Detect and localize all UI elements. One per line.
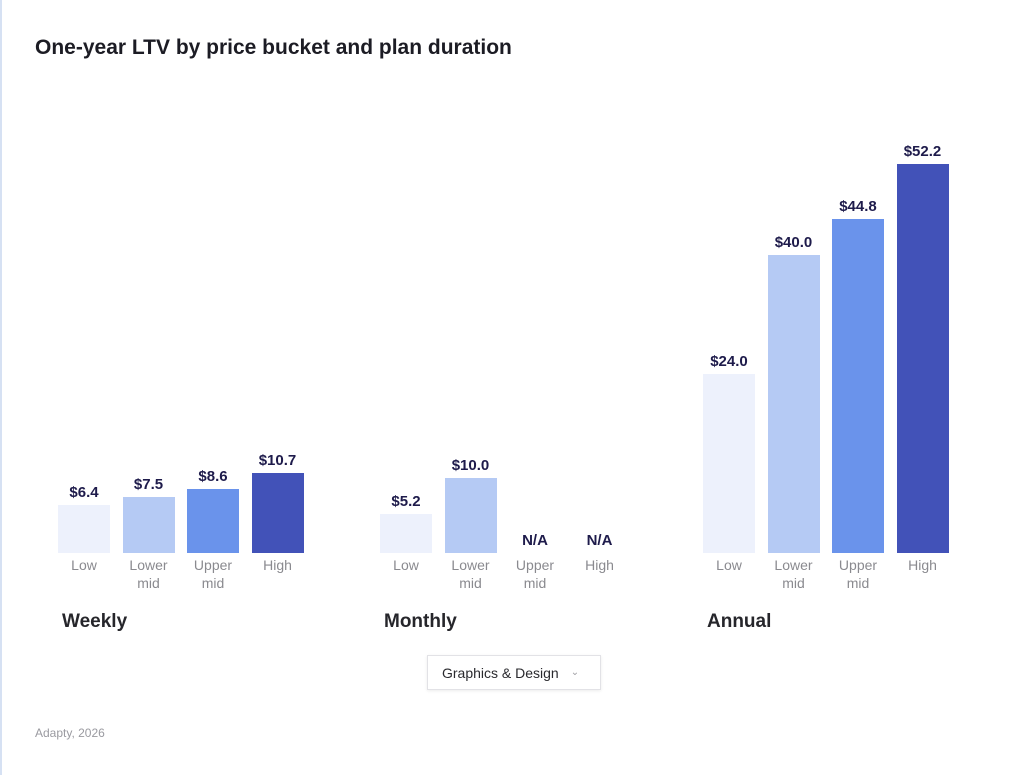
bar-weekly-2 xyxy=(187,488,239,553)
category-label: Lower mid xyxy=(129,557,168,591)
bar-weekly-3 xyxy=(251,473,304,553)
bar-annual-0 xyxy=(703,374,755,553)
category-label: Low xyxy=(393,557,419,573)
chevron-down-icon: ⌄ xyxy=(570,667,580,678)
bar-weekly-0 xyxy=(58,505,110,553)
data-label: N/A xyxy=(586,532,613,549)
category-label: High xyxy=(585,557,614,573)
category-label: Lower mid xyxy=(451,557,490,591)
dropdown-value: Graphics & Design xyxy=(442,664,559,681)
group-label: Annual xyxy=(707,611,772,632)
data-label: $5.2 xyxy=(391,493,421,511)
data-label: $6.4 xyxy=(69,484,99,502)
data-label: $44.8 xyxy=(839,198,877,216)
group-label: Weekly xyxy=(62,611,128,632)
bar-annual-3 xyxy=(896,164,949,553)
category-label: High xyxy=(263,557,292,573)
data-label: $40.0 xyxy=(774,233,813,251)
category-label: Low xyxy=(71,557,97,573)
category-label: Upper mid xyxy=(193,557,233,591)
source-note: Adapty, 2026 xyxy=(35,726,105,740)
group-label: Monthly xyxy=(384,611,457,632)
left-border xyxy=(0,0,2,775)
category-label: Lower mid xyxy=(774,557,813,591)
category-dropdown[interactable]: Graphics & Design ⌄ xyxy=(427,655,601,690)
data-label: $24.0 xyxy=(710,353,748,371)
category-label: High xyxy=(908,557,937,573)
data-label: $10.0 xyxy=(451,457,490,475)
bar-weekly-1 xyxy=(122,497,175,553)
bar-monthly-0 xyxy=(380,514,432,553)
chart-title: One-year LTV by price bucket and plan du… xyxy=(35,36,512,59)
category-label: Low xyxy=(716,557,742,573)
data-label: N/A xyxy=(522,532,548,549)
bar-annual-1 xyxy=(767,254,820,553)
category-label: Upper mid xyxy=(515,557,555,591)
data-label: $8.6 xyxy=(198,467,228,485)
bar-monthly-1 xyxy=(444,478,497,553)
bar-annual-2 xyxy=(832,219,884,553)
data-label: $10.7 xyxy=(258,452,297,470)
data-label: $52.2 xyxy=(903,143,942,160)
data-label: $7.5 xyxy=(133,476,164,494)
category-label: Upper mid xyxy=(838,557,878,591)
